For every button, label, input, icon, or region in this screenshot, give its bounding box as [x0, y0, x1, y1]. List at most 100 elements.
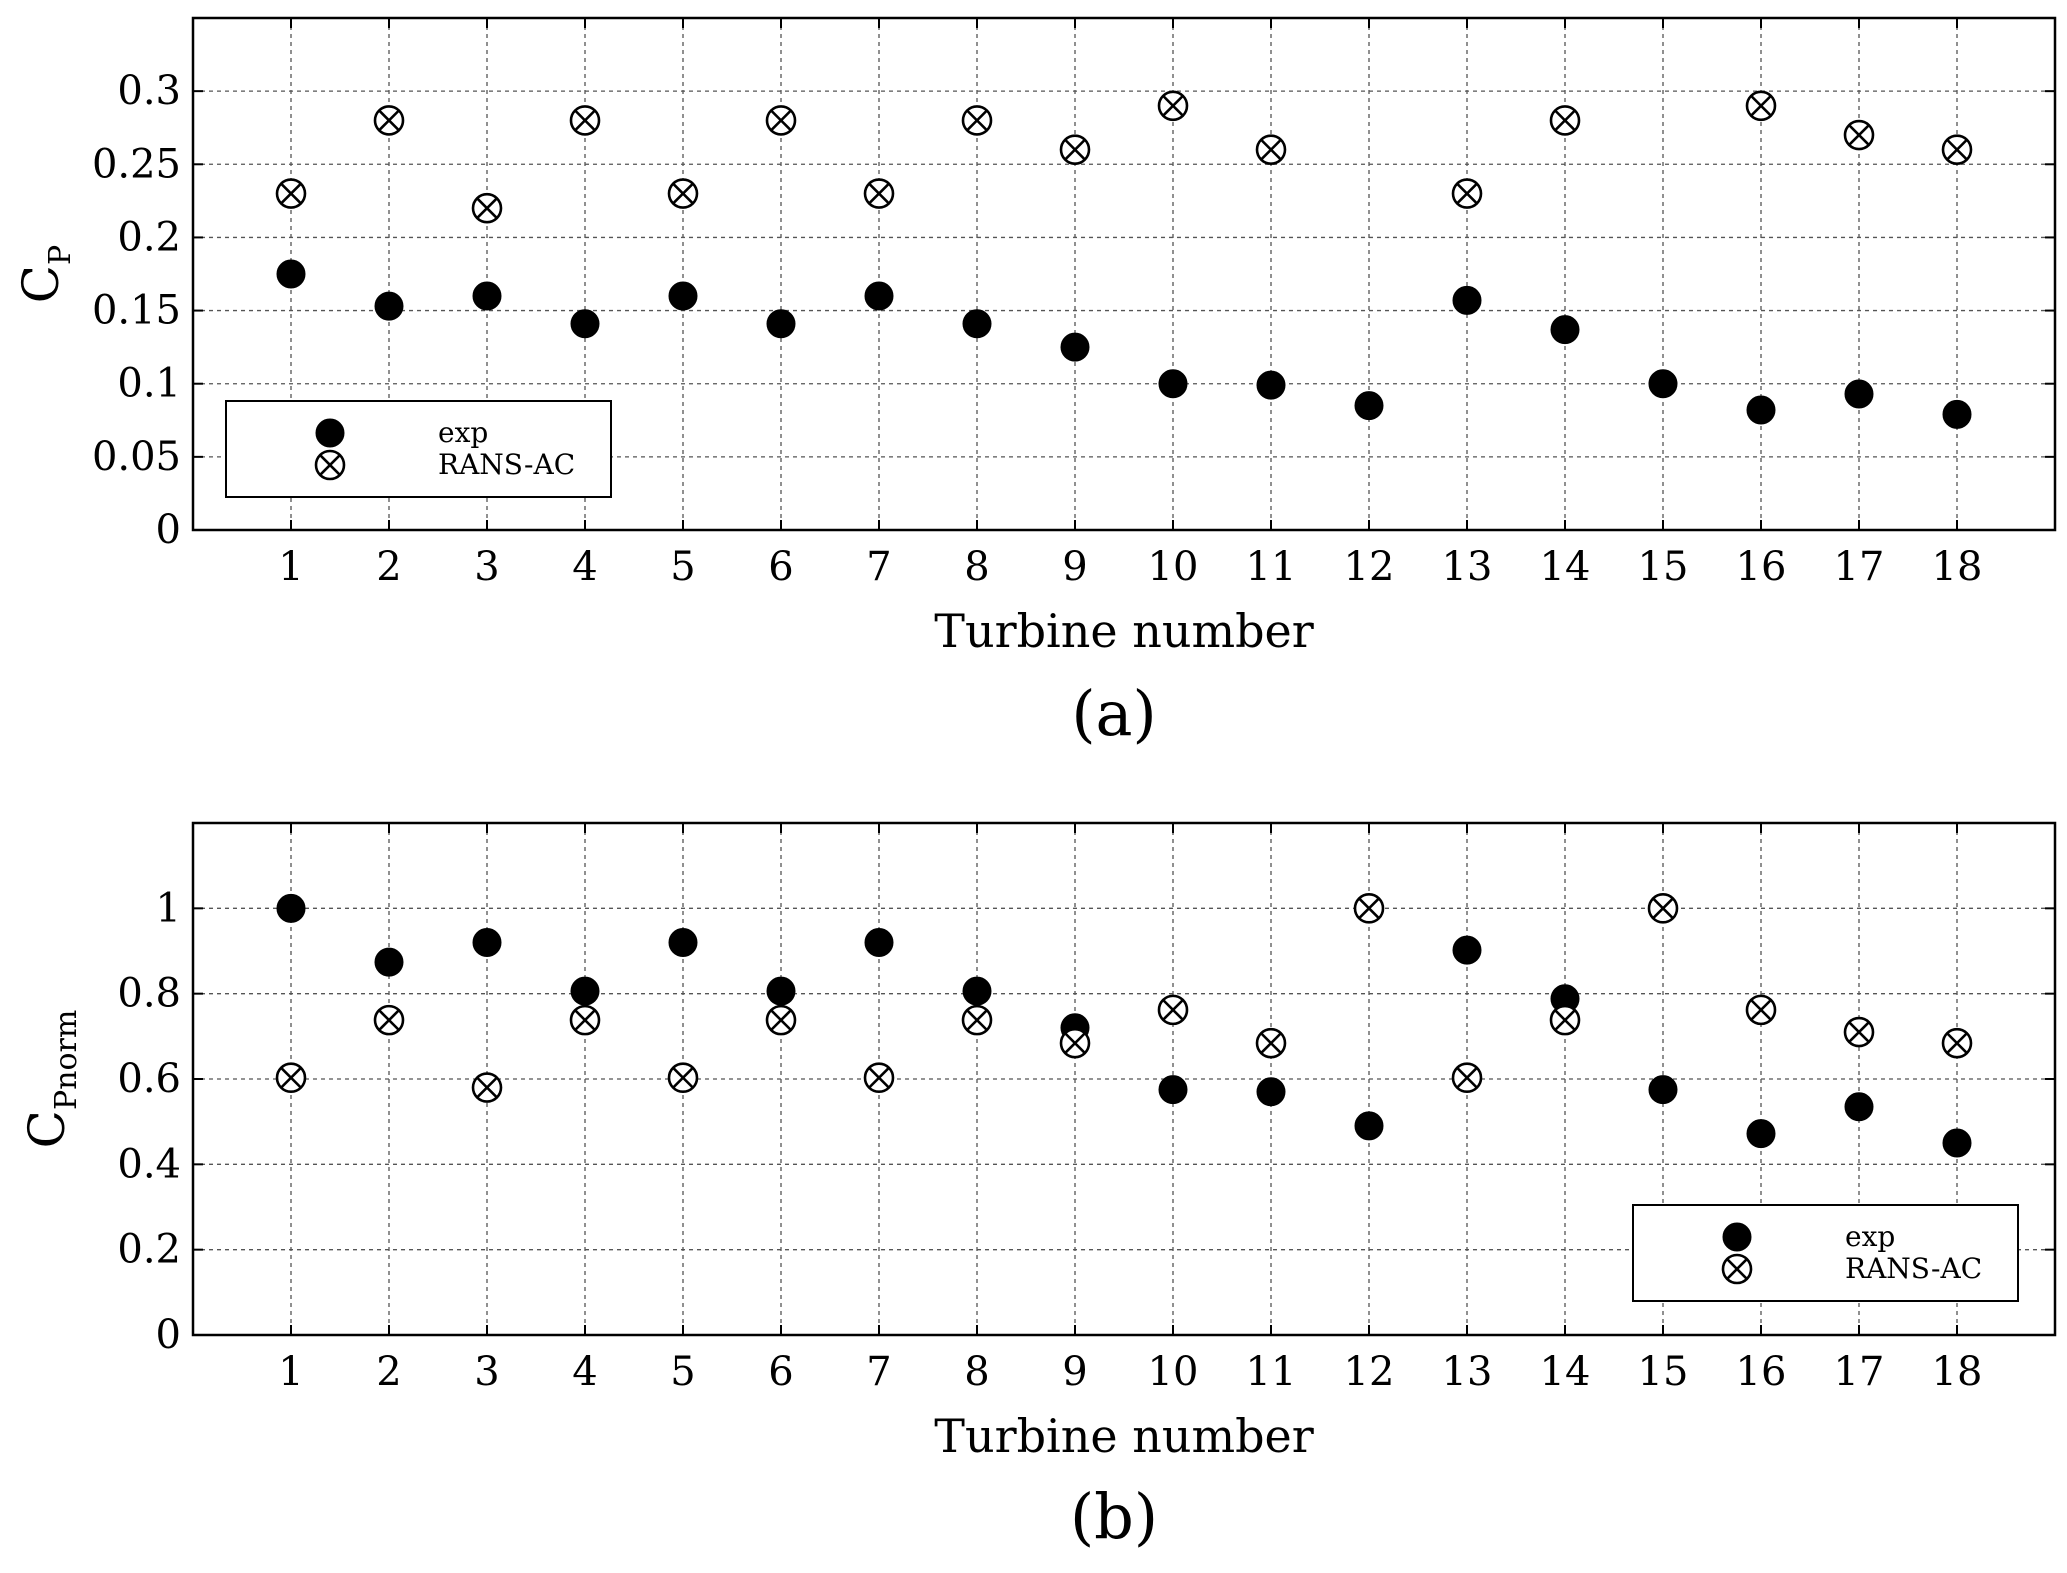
data-point-rans-ac-cross — [1064, 1032, 1086, 1054]
data-point-rans-ac — [373, 105, 405, 136]
x-tick-label: 1 — [278, 544, 303, 590]
data-point-rans-ac-cross — [1946, 1032, 1968, 1054]
data-point-exp — [1060, 332, 1090, 362]
panel-caption: (a) — [1071, 677, 1156, 750]
x-tick-label: 13 — [1442, 1349, 1493, 1395]
data-point-rans-ac-cross — [476, 197, 498, 219]
x-tick-label: 4 — [572, 1349, 597, 1395]
data-point-rans-ac-cross — [378, 109, 400, 132]
data-point-rans-ac-cross — [1652, 897, 1674, 920]
data-point-rans-ac-cross — [280, 182, 302, 205]
legend-marker-rans-ac — [1721, 1253, 1753, 1285]
data-point-rans-ac — [1647, 893, 1679, 924]
chart-panel-a: 1 2 3 4 5 6 7 8 9 10 11 12 13 14 15 16 17 1800.050.10.150… — [12, 16, 2057, 750]
data-point-rans-ac — [1941, 134, 1973, 165]
x-tick-label: 18 — [1932, 1349, 1983, 1395]
x-tick-label: 16 — [1736, 544, 1787, 590]
data-point-rans-ac-cross — [1848, 1021, 1870, 1043]
y-tick-label: 0 — [156, 1312, 181, 1358]
data-point-exp — [570, 976, 600, 1006]
plot-frame — [191, 16, 2057, 532]
x-tick-label: 7 — [866, 544, 891, 590]
legend-box — [1632, 1204, 2019, 1302]
x-tick-label: 17 — [1834, 1349, 1885, 1395]
data-point-rans-ac — [765, 105, 797, 136]
data-point-rans-ac — [1941, 1027, 1973, 1059]
x-tick-label: 5 — [670, 1349, 695, 1395]
data-point-rans-ac-cross — [1064, 138, 1086, 161]
data-point-rans-ac-cross — [1162, 94, 1184, 117]
legend-marker-exp — [315, 418, 345, 448]
data-point-exp — [1158, 1075, 1188, 1105]
x-tick-label: 7 — [866, 1349, 891, 1395]
data-point-rans-ac — [1549, 105, 1581, 136]
data-point-exp — [668, 281, 698, 311]
data-point-rans-ac-cross — [672, 182, 694, 205]
data-point-exp — [766, 976, 796, 1006]
y-axis-title-main: C — [18, 1110, 76, 1148]
data-point-rans-ac — [961, 105, 993, 136]
legend-label-rans-ac: RANS-AC — [438, 448, 575, 481]
data-point-rans-ac-cross — [770, 109, 792, 132]
y-tick-label: 0.6 — [117, 1056, 181, 1102]
data-point-exp — [276, 259, 306, 289]
data-point-exp — [1452, 285, 1482, 315]
data-point-exp — [1942, 1128, 1972, 1158]
data-point-rans-ac — [863, 178, 895, 209]
data-point-rans-ac — [1059, 1027, 1091, 1059]
x-tick-label: 10 — [1148, 1349, 1199, 1395]
data-point-exp — [864, 927, 894, 957]
series-rans-ac — [275, 90, 1973, 224]
x-axis-title: Turbine number — [934, 1409, 1313, 1463]
x-tick-label: 16 — [1736, 1349, 1787, 1395]
data-point-rans-ac-cross — [966, 1009, 988, 1031]
data-point-exp — [1354, 1111, 1384, 1141]
data-point-exp — [1844, 379, 1874, 409]
y-tick-label: 1 — [156, 885, 181, 931]
data-point-rans-ac — [1157, 994, 1189, 1026]
series-rans-ac — [275, 893, 1973, 1103]
series-exp — [276, 893, 1972, 1158]
data-point-rans-ac — [1451, 178, 1483, 209]
x-tick-label: 14 — [1540, 544, 1591, 590]
data-point-rans-ac-cross — [672, 1066, 694, 1089]
data-point-rans-ac — [275, 178, 307, 209]
data-point-exp — [1256, 370, 1286, 400]
data-point-rans-ac-cross — [1260, 1032, 1282, 1054]
x-tick-label: 11 — [1246, 544, 1297, 590]
x-tick-label: 8 — [964, 1349, 989, 1395]
data-point-exp — [374, 947, 404, 977]
data-point-rans-ac — [373, 1004, 405, 1036]
y-axis-title: CP — [12, 245, 78, 303]
data-point-exp — [1942, 399, 1972, 429]
data-point-rans-ac-cross — [280, 1066, 302, 1089]
data-point-rans-ac-cross — [1554, 1009, 1576, 1031]
data-point-rans-ac-cross — [868, 1066, 890, 1089]
data-point-rans-ac — [1353, 893, 1385, 924]
y-axis-title: CPnorm — [18, 1010, 84, 1149]
data-point-rans-ac — [1549, 1004, 1581, 1036]
data-point-exp — [1256, 1077, 1286, 1107]
x-tick-label: 18 — [1932, 544, 1983, 590]
y-tick-label: 0.2 — [117, 214, 181, 260]
x-tick-label: 2 — [376, 544, 401, 590]
data-point-exp — [962, 976, 992, 1006]
data-point-exp — [276, 893, 306, 923]
data-point-rans-ac-cross — [868, 182, 890, 205]
legend-label-exp: exp — [1845, 1220, 1895, 1253]
x-tick-label: 15 — [1638, 544, 1689, 590]
data-point-rans-ac — [569, 105, 601, 136]
data-point-rans-ac-cross — [966, 109, 988, 132]
data-point-rans-ac-cross — [574, 109, 596, 132]
data-point-rans-ac-cross — [378, 1009, 400, 1031]
data-point-exp — [1746, 395, 1776, 425]
data-point-rans-ac — [1843, 119, 1875, 151]
data-point-exp — [1746, 1119, 1776, 1149]
data-point-rans-ac — [1255, 134, 1287, 165]
data-point-rans-ac — [275, 1062, 307, 1094]
y-tick-label: 0.05 — [92, 434, 181, 480]
data-point-exp — [374, 291, 404, 321]
data-point-rans-ac — [471, 192, 503, 224]
